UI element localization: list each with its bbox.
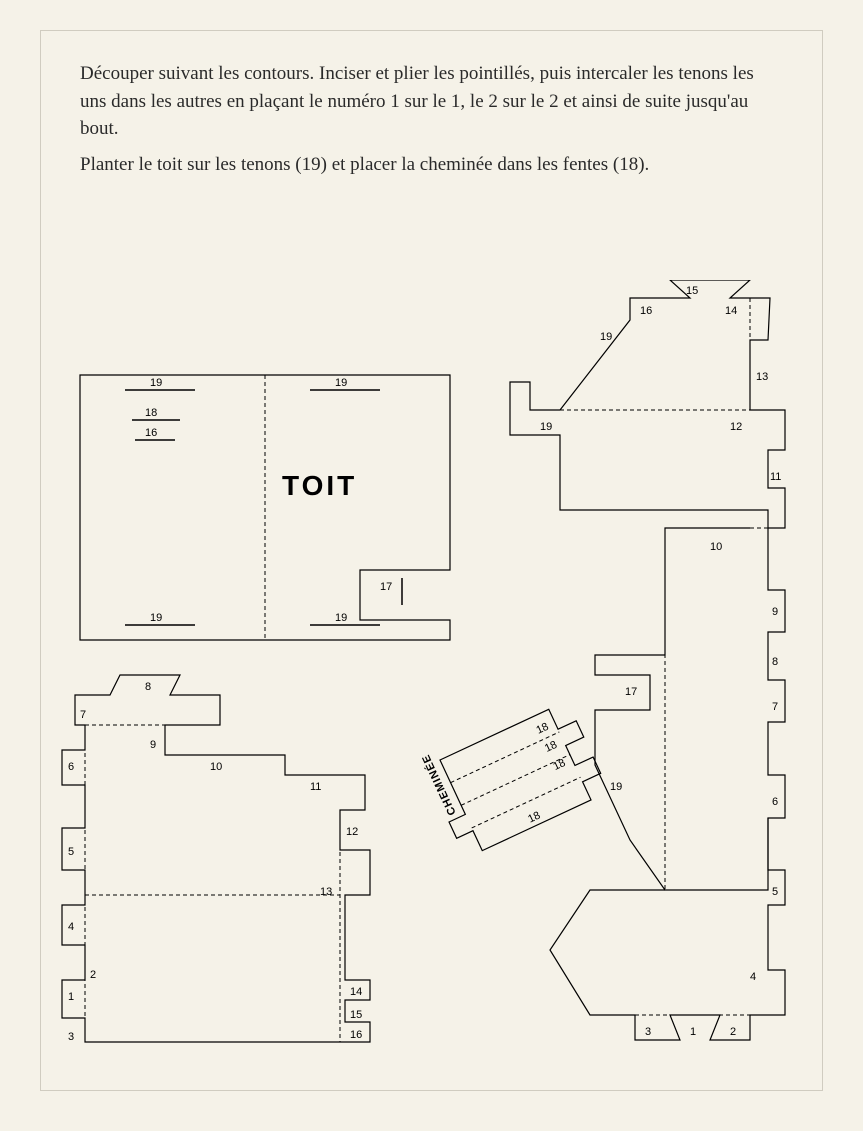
rp-n12: 12	[730, 421, 742, 433]
lp-n6: 6	[68, 761, 74, 773]
left-wall-piece: 1 2 3 4 5 6 7 8 9 10 11 12 13 14 15 16	[62, 675, 370, 1043]
lp-n3: 3	[68, 1031, 74, 1043]
instruction-line-1: Découper suivant les contours. Inciser e…	[80, 60, 763, 143]
right-wall-piece: 15 16 14 13 12 11 19 19 10 9 8 7 6 17 19…	[510, 280, 785, 1040]
lp-n5: 5	[68, 846, 74, 858]
rp-n2: 2	[730, 1026, 736, 1038]
ch-n18d: 18	[543, 739, 559, 755]
rp-n9: 9	[772, 606, 778, 618]
roof-n18: 18	[145, 407, 157, 419]
roof-n19b: 19	[335, 377, 347, 389]
rp-n10: 10	[710, 541, 722, 553]
lp-n14: 14	[350, 986, 362, 998]
rp-n6: 6	[772, 796, 778, 808]
instructions-block: Découper suivant les contours. Inciser e…	[80, 60, 763, 186]
instruction-line-2: Planter le toit sur les tenons (19) et p…	[80, 151, 763, 179]
roof-n17: 17	[380, 581, 392, 593]
lp-n9: 9	[150, 739, 156, 751]
chimney-label: CHEMINÉE	[419, 752, 459, 817]
roof-n16: 16	[145, 427, 157, 439]
ch-n18b: 18	[551, 757, 567, 773]
rp-n13: 13	[756, 371, 768, 383]
rp-n1: 1	[690, 1026, 696, 1038]
rp-n19c: 19	[610, 781, 622, 793]
roof-piece: 19 19 18 16 19 19 17 TOIT	[80, 375, 450, 640]
lp-n10: 10	[210, 761, 222, 773]
rp-n19a: 19	[600, 331, 612, 343]
lp-n4: 4	[68, 921, 74, 933]
roof-n19c: 19	[150, 612, 162, 624]
lp-n7: 7	[80, 709, 86, 721]
rp-n3: 3	[645, 1026, 651, 1038]
lp-n13: 13	[320, 886, 332, 898]
lp-n15: 15	[350, 1009, 362, 1021]
rp-n19b: 19	[540, 421, 552, 433]
roof-n19d: 19	[335, 612, 347, 624]
rp-n14: 14	[725, 305, 737, 317]
rp-n4: 4	[750, 971, 756, 983]
lp-n8: 8	[145, 681, 151, 693]
rp-n11: 11	[770, 471, 781, 483]
rp-n17: 17	[625, 686, 637, 698]
rp-n5: 5	[772, 886, 778, 898]
lp-n1: 1	[68, 991, 74, 1003]
roof-n19a: 19	[150, 377, 162, 389]
chimney-piece: 18 18 18 18 CHEMINÉE	[419, 691, 609, 858]
cutout-diagram: 19 19 18 16 19 19 17 TOIT 15 16 14 13 12…	[50, 280, 820, 1080]
rp-n8: 8	[772, 656, 778, 668]
rp-n16: 16	[640, 305, 652, 317]
lp-n11: 11	[310, 781, 321, 793]
lp-n16: 16	[350, 1029, 362, 1041]
ch-n18a: 18	[534, 721, 550, 737]
lp-n12: 12	[346, 826, 358, 838]
roof-label: TOIT	[282, 470, 357, 501]
rp-n15: 15	[686, 285, 698, 297]
rp-n7: 7	[772, 701, 778, 713]
lp-n2: 2	[90, 969, 96, 981]
